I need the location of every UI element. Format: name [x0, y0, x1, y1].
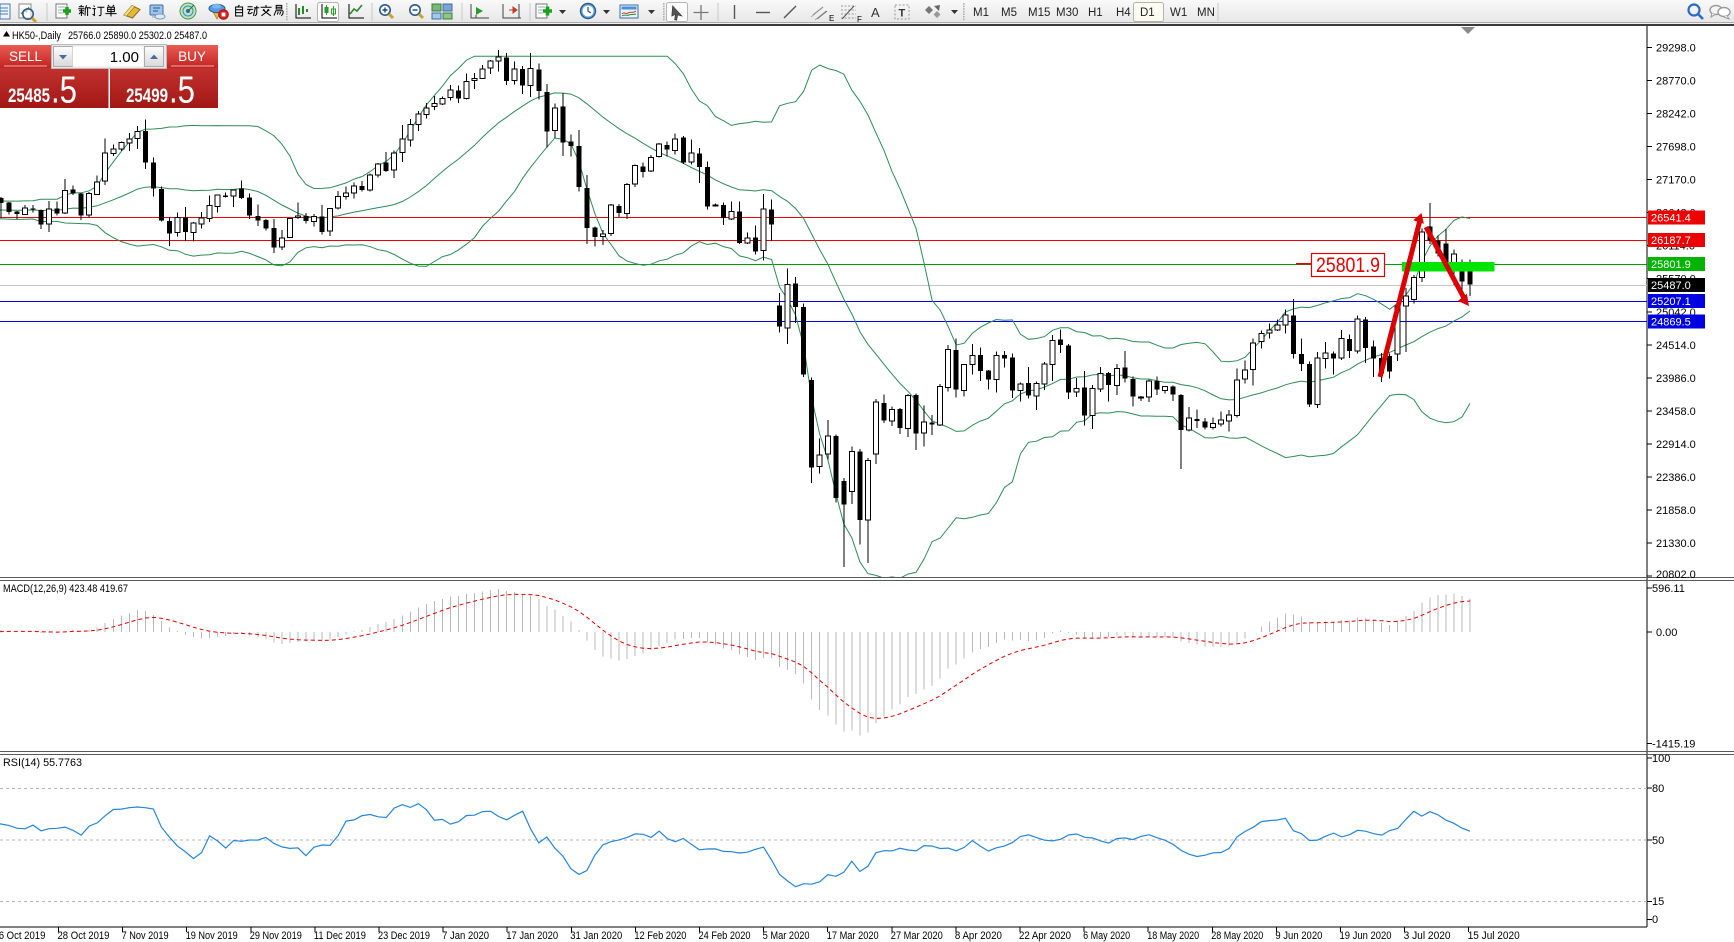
svg-text:24514.0: 24514.0 — [1656, 340, 1696, 352]
svg-text:28242.0: 28242.0 — [1656, 109, 1696, 121]
svg-text:1.00: 1.00 — [110, 49, 139, 66]
svg-text:9 Jun 2020: 9 Jun 2020 — [1275, 930, 1322, 942]
svg-text:16 Oct 2019: 16 Oct 2019 — [0, 930, 45, 942]
svg-text:22 Apr 2020: 22 Apr 2020 — [1019, 930, 1071, 942]
svg-text:3 Jul 2020: 3 Jul 2020 — [1404, 930, 1451, 942]
svg-text:21858.0: 21858.0 — [1656, 505, 1696, 517]
svg-text:HK50-,Daily: HK50-,Daily — [12, 30, 61, 42]
svg-text:BUY: BUY — [178, 49, 206, 64]
svg-text:RSI(14) 55.7763: RSI(14) 55.7763 — [3, 757, 82, 769]
svg-text:27 Mar 2020: 27 Mar 2020 — [891, 930, 943, 942]
svg-text:7 Nov 2019: 7 Nov 2019 — [122, 930, 169, 942]
svg-text:25485: 25485 — [8, 86, 50, 107]
svg-text:21330.0: 21330.0 — [1656, 538, 1696, 550]
svg-text:F: F — [857, 15, 862, 24]
svg-text:5 Mar 2020: 5 Mar 2020 — [763, 930, 810, 942]
svg-text:18 May 2020: 18 May 2020 — [1147, 930, 1199, 942]
svg-text:25801.9: 25801.9 — [1316, 254, 1380, 277]
svg-text:27170.0: 27170.0 — [1656, 175, 1696, 187]
svg-text:29298.0: 29298.0 — [1656, 43, 1696, 55]
svg-text:0: 0 — [1652, 914, 1658, 926]
svg-text:T: T — [899, 8, 906, 20]
svg-text:-1415.19: -1415.19 — [1652, 739, 1695, 751]
svg-text:11 Dec 2019: 11 Dec 2019 — [314, 930, 366, 942]
svg-text:24869.5: 24869.5 — [1651, 317, 1691, 329]
svg-text:25766.0 25890.0 25302.0 25487.: 25766.0 25890.0 25302.0 25487.0 — [68, 30, 207, 42]
svg-text:8 Apr 2020: 8 Apr 2020 — [955, 930, 1002, 942]
svg-text:12 Feb 2020: 12 Feb 2020 — [634, 930, 686, 942]
svg-text:H1: H1 — [1088, 7, 1103, 19]
svg-text:80: 80 — [1652, 783, 1664, 795]
svg-text:.5: .5 — [51, 70, 77, 112]
svg-text:6 May 2020: 6 May 2020 — [1083, 930, 1130, 942]
svg-text:M5: M5 — [1001, 7, 1017, 19]
svg-text:15 Jul 2020: 15 Jul 2020 — [1468, 930, 1520, 942]
svg-text:19 Nov 2019: 19 Nov 2019 — [186, 930, 238, 942]
svg-text:MN: MN — [1197, 7, 1215, 19]
svg-text:MACD(12,26,9) 423.48 419.67: MACD(12,26,9) 423.48 419.67 — [3, 583, 128, 595]
svg-text:H4: H4 — [1116, 7, 1131, 19]
svg-text:A: A — [871, 5, 880, 20]
svg-text:D1: D1 — [1140, 7, 1155, 19]
svg-text:M15: M15 — [1028, 7, 1050, 19]
svg-text:7 Jan 2020: 7 Jan 2020 — [442, 930, 489, 942]
svg-text:M1: M1 — [973, 7, 989, 19]
svg-text:28 May 2020: 28 May 2020 — [1211, 930, 1263, 942]
svg-text:19 Jun 2020: 19 Jun 2020 — [1340, 930, 1392, 942]
svg-text:0.00: 0.00 — [1656, 627, 1677, 639]
svg-text:26541.4: 26541.4 — [1651, 213, 1691, 225]
svg-text:31 Jan 2020: 31 Jan 2020 — [570, 930, 622, 942]
svg-text:27698.0: 27698.0 — [1656, 142, 1696, 154]
svg-text:23986.0: 23986.0 — [1656, 373, 1696, 385]
svg-text:22386.0: 22386.0 — [1656, 472, 1696, 484]
svg-text:22914.0: 22914.0 — [1656, 439, 1696, 451]
svg-text:25207.1: 25207.1 — [1651, 296, 1691, 308]
svg-text:15: 15 — [1652, 896, 1664, 908]
svg-text:25499: 25499 — [126, 86, 168, 107]
svg-text:SELL: SELL — [9, 49, 43, 64]
svg-text:M30: M30 — [1056, 7, 1078, 19]
svg-text:23458.0: 23458.0 — [1656, 406, 1696, 418]
svg-text:26187.7: 26187.7 — [1651, 235, 1691, 247]
svg-text:50: 50 — [1652, 835, 1664, 847]
svg-text:20802.0: 20802.0 — [1656, 569, 1696, 581]
svg-text:23 Dec 2019: 23 Dec 2019 — [378, 930, 430, 942]
svg-text:.5: .5 — [169, 70, 195, 112]
svg-text:28 Oct 2019: 28 Oct 2019 — [58, 930, 110, 942]
svg-text:596.11: 596.11 — [1652, 583, 1685, 595]
svg-text:100: 100 — [1652, 753, 1670, 765]
svg-text:25801.9: 25801.9 — [1651, 259, 1691, 271]
svg-text:17 Jan 2020: 17 Jan 2020 — [506, 930, 558, 942]
svg-text:W1: W1 — [1170, 7, 1187, 19]
svg-text:25487.0: 25487.0 — [1651, 280, 1691, 292]
svg-text:24 Feb 2020: 24 Feb 2020 — [699, 930, 751, 942]
svg-text:28770.0: 28770.0 — [1656, 76, 1696, 88]
svg-text:E: E — [829, 14, 834, 23]
svg-text:17 Mar 2020: 17 Mar 2020 — [827, 930, 879, 942]
svg-text:29 Nov 2019: 29 Nov 2019 — [250, 930, 302, 942]
